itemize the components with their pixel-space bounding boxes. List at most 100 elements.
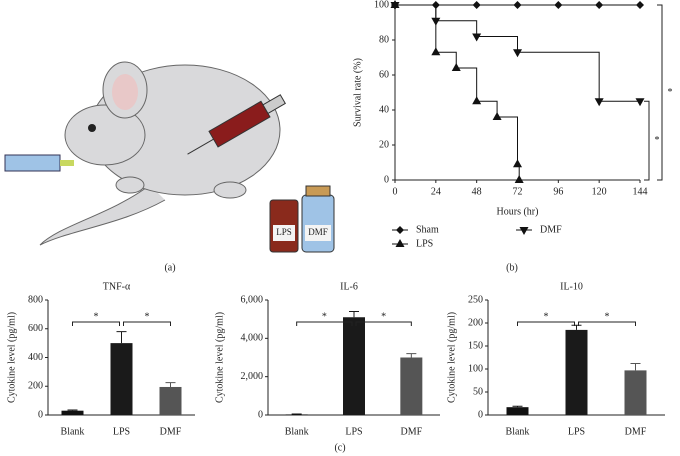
error-bar bbox=[116, 331, 127, 344]
x-tick-label: 96 bbox=[553, 186, 563, 197]
legend-marker bbox=[395, 239, 405, 247]
y-tick-label: 250 bbox=[468, 294, 483, 305]
marker bbox=[390, 2, 400, 10]
marker bbox=[636, 1, 644, 9]
error-bar bbox=[406, 353, 417, 358]
bar bbox=[61, 410, 84, 415]
y-tick-label: 50 bbox=[473, 386, 483, 397]
ear-inner bbox=[112, 74, 138, 110]
significance-bracket bbox=[657, 4, 663, 181]
significance-bracket bbox=[355, 321, 412, 326]
marker bbox=[472, 96, 482, 105]
y-tick-label: 100 bbox=[468, 363, 483, 374]
marker bbox=[492, 112, 502, 120]
x-tick-label: 120 bbox=[592, 186, 607, 197]
bottle-label: DMF bbox=[308, 227, 328, 237]
chart-title: IL-10 bbox=[560, 281, 583, 292]
bar bbox=[565, 329, 588, 415]
marker bbox=[514, 175, 524, 183]
significance-bracket bbox=[72, 321, 120, 326]
legend-marker bbox=[519, 227, 529, 235]
bar bbox=[506, 407, 529, 415]
step-segment bbox=[456, 67, 478, 102]
bar bbox=[400, 357, 423, 415]
error-bar bbox=[349, 311, 359, 318]
marker bbox=[472, 33, 482, 42]
significance-bracket bbox=[644, 100, 650, 181]
significance-label: * bbox=[145, 311, 150, 322]
y-tick-label: 400 bbox=[28, 352, 43, 363]
marker bbox=[431, 47, 441, 56]
y-tick-label: 0 bbox=[38, 409, 43, 420]
paw bbox=[213, 181, 247, 199]
significance-bracket bbox=[296, 321, 353, 326]
x-axis-label: Hours (hr) bbox=[497, 206, 539, 217]
marker bbox=[451, 63, 461, 71]
significance-bracket bbox=[517, 321, 575, 326]
error-bar bbox=[67, 409, 78, 411]
bottle-label-bg bbox=[273, 225, 295, 241]
bar bbox=[159, 386, 182, 415]
x-tick-label: 0 bbox=[393, 186, 398, 197]
y-tick-label: 0 bbox=[258, 409, 263, 420]
x-tick-label: 48 bbox=[472, 186, 482, 197]
bar bbox=[343, 317, 365, 415]
panel-label: (b) bbox=[506, 262, 518, 273]
y-tick-label: 200 bbox=[28, 381, 43, 392]
error-bar bbox=[165, 382, 176, 387]
marker bbox=[595, 1, 604, 9]
significance-label: * bbox=[668, 87, 673, 98]
step-segment bbox=[476, 36, 518, 53]
marker bbox=[513, 1, 522, 9]
significance-bracket bbox=[123, 321, 171, 326]
y-tick-label: 40 bbox=[379, 104, 389, 115]
y-tick-label: 6,000 bbox=[241, 294, 264, 305]
x-tick-label: 24 bbox=[431, 186, 441, 197]
x-tick-label: Blank bbox=[506, 426, 530, 437]
step-segment bbox=[497, 116, 518, 165]
panel-label: (c) bbox=[334, 442, 345, 453]
marker bbox=[554, 1, 563, 9]
x-tick-label: LPS bbox=[568, 426, 585, 437]
x-tick-label: Blank bbox=[285, 426, 309, 437]
marker bbox=[513, 49, 522, 58]
marker bbox=[594, 98, 604, 107]
x-tick-label: DMF bbox=[625, 426, 647, 437]
legend-marker bbox=[396, 226, 404, 234]
marker bbox=[635, 98, 645, 107]
y-tick-label: 200 bbox=[468, 317, 483, 328]
chart-title: IL-6 bbox=[340, 281, 358, 292]
y-tick-label: 150 bbox=[468, 340, 483, 351]
error-bar bbox=[571, 324, 582, 330]
legend-label: Sham bbox=[416, 224, 439, 235]
marker bbox=[513, 159, 522, 168]
significance-label: * bbox=[94, 311, 99, 322]
significance-label: * bbox=[605, 311, 610, 322]
bottle-dmf bbox=[301, 194, 335, 253]
x-tick-label: DMF bbox=[160, 426, 182, 437]
significance-bracket bbox=[578, 321, 636, 326]
significance-label: * bbox=[381, 311, 386, 322]
y-tick-label: 800 bbox=[28, 294, 43, 305]
mouse-illustration: LPS DMF bbox=[4, 61, 335, 253]
paw bbox=[115, 176, 145, 194]
y-axis-label: Cytokine level (pg/ml) bbox=[446, 312, 457, 403]
eye bbox=[88, 124, 96, 132]
x-tick-label: Blank bbox=[61, 426, 85, 437]
bottle-label: LPS bbox=[276, 227, 292, 237]
legend-label: DMF bbox=[540, 224, 562, 235]
y-tick-label: 2,000 bbox=[241, 371, 264, 382]
significance-label: * bbox=[544, 311, 549, 322]
y-tick-label: 80 bbox=[379, 34, 389, 45]
x-tick-label: 144 bbox=[633, 186, 648, 197]
legend-label: LPS bbox=[416, 238, 433, 249]
marker bbox=[472, 1, 481, 9]
significance-label: * bbox=[322, 311, 327, 322]
x-tick-label: DMF bbox=[400, 426, 422, 437]
step-segment bbox=[435, 51, 457, 68]
y-tick-label: 600 bbox=[28, 323, 43, 334]
y-axis-label: Cytokine level (pg/ml) bbox=[6, 312, 17, 403]
error-bar bbox=[512, 405, 523, 408]
syringe-left bbox=[4, 154, 61, 172]
